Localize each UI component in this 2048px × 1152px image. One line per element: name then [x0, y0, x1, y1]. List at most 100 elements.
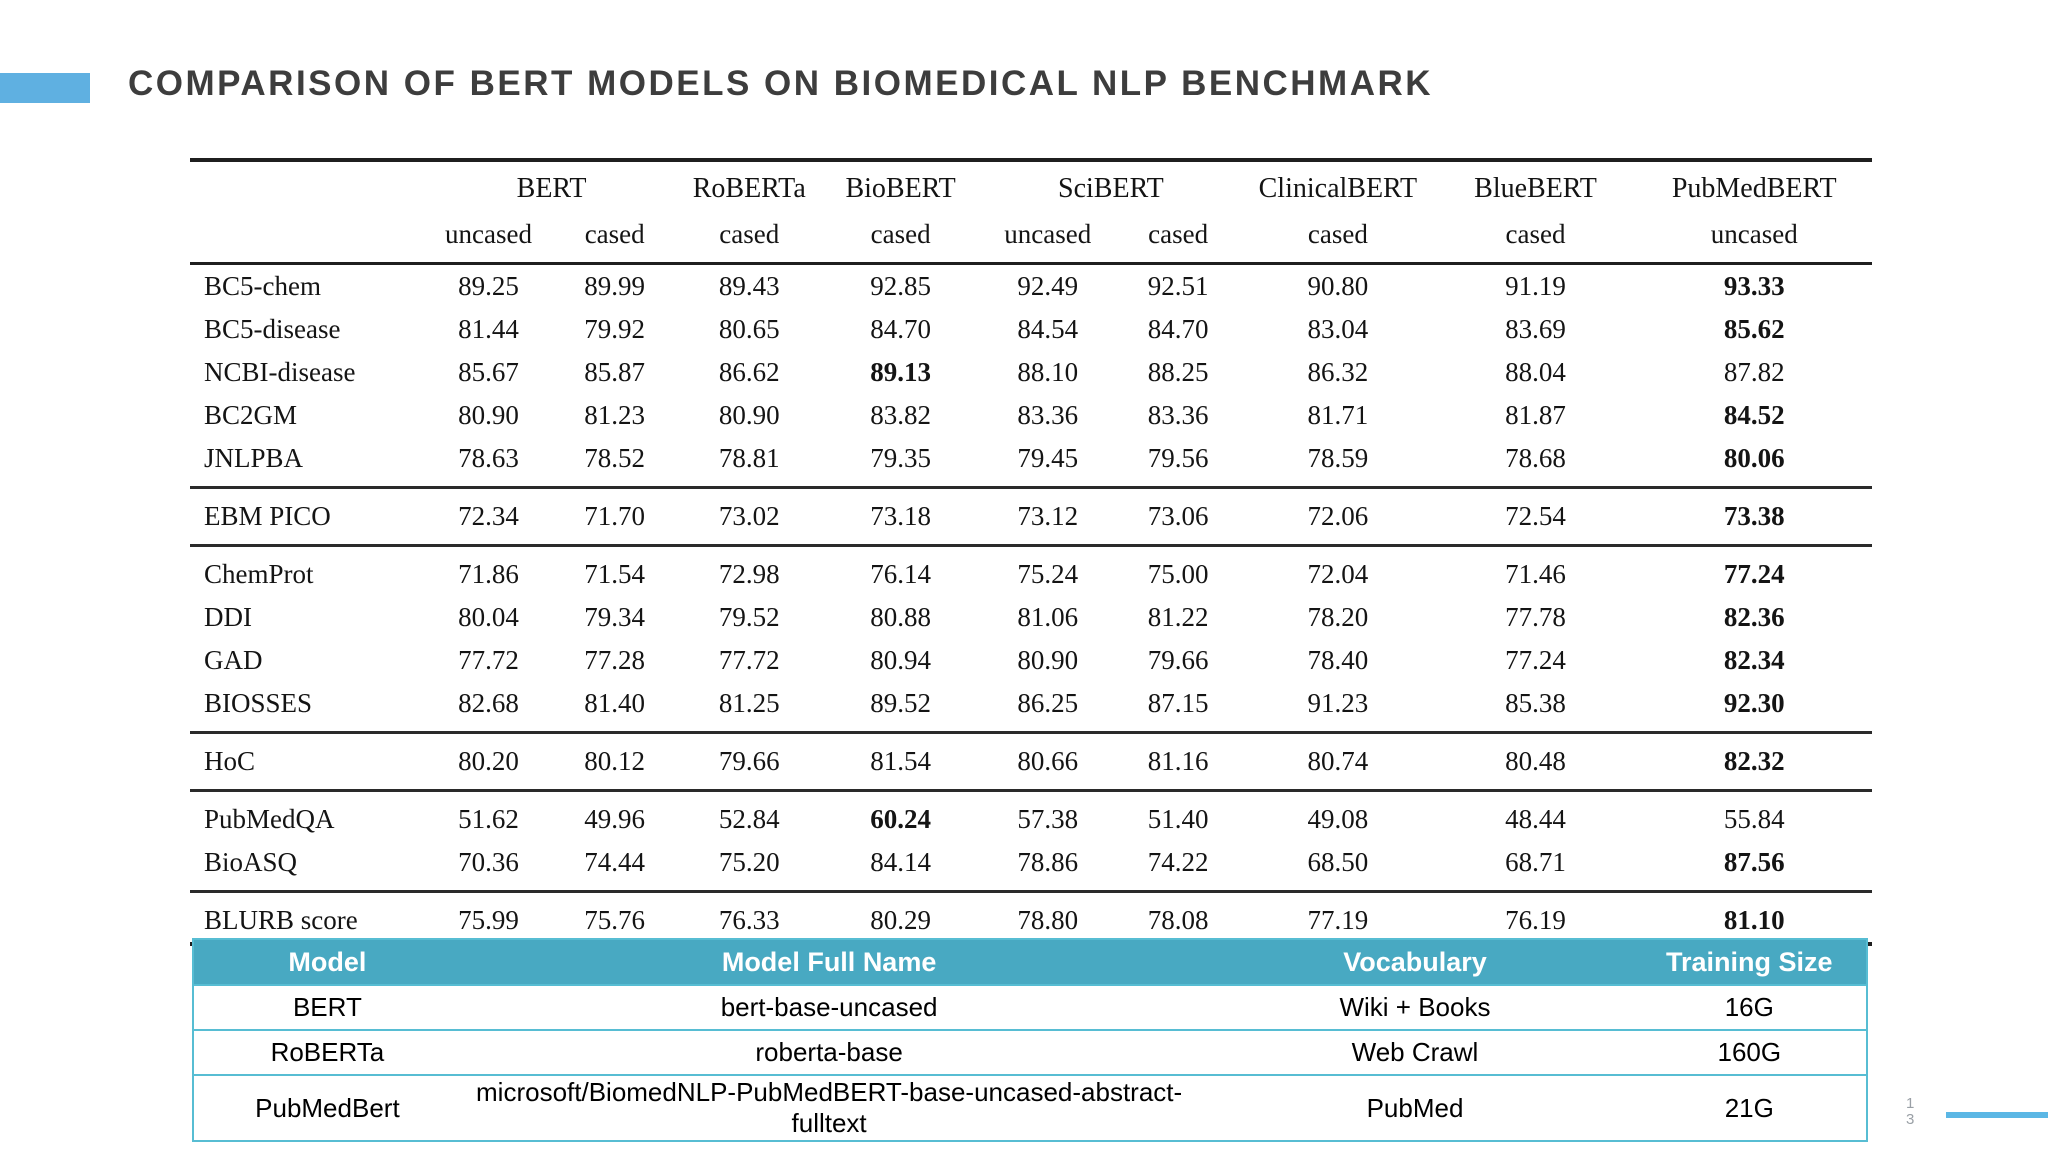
- task-label: PubMedQA: [204, 804, 335, 834]
- model-info-table-container: Model Model Full Name Vocabulary Training S…: [192, 938, 1868, 1142]
- score-cell: 91.19: [1505, 271, 1566, 301]
- score-cell: 89.99: [584, 271, 646, 301]
- benchmark-row: BioASQ 70.36 74.44 75.20 84.14 78.86 74.22 68.5…: [190, 841, 1872, 892]
- benchmark-row: BLURB score 75.99 75.76 76.33 80.29 78.80 78.0…: [190, 892, 1872, 945]
- score-cell: 72.06: [1307, 501, 1369, 531]
- score-cell: 83.82: [870, 400, 931, 430]
- score-cell: 71.70: [584, 501, 646, 531]
- score-cell: 76.19: [1505, 905, 1566, 935]
- model-group-header: RoBERTa: [692, 173, 806, 204]
- task-label: BioASQ: [204, 847, 298, 877]
- score-cell: 89.13: [870, 357, 931, 387]
- slide-title: COMPARISON OF BERT MODELS ON BIOMEDICAL …: [128, 64, 1434, 103]
- score-cell: 79.35: [870, 443, 931, 473]
- score-cell: 80.88: [870, 602, 931, 632]
- task-label: JNLPBA: [204, 443, 304, 473]
- model-info-row: PubMedBert microsoft/BiomedNLP-PubMedBERT…: [193, 1074, 1867, 1141]
- score-cell: 80.20: [458, 746, 519, 776]
- model-info-cell: 16G: [1632, 984, 1867, 1030]
- score-cell: 79.52: [718, 602, 780, 632]
- score-cell: 86.32: [1307, 357, 1369, 387]
- score-cell: 84.14: [870, 847, 931, 877]
- score-cell: 71.54: [584, 559, 646, 589]
- benchmark-row: BC2GM 80.90 81.23 80.90 83.82 83.36 83.36 81.71…: [190, 394, 1872, 437]
- benchmark-row: EBM PICO 72.34 71.70 73.02 73.18 73.12 73.06 72…: [190, 488, 1872, 546]
- task-label: GAD: [204, 645, 263, 675]
- score-cell: 73.12: [1017, 501, 1079, 531]
- score-cell: 83.04: [1307, 314, 1369, 344]
- model-group-header: BioBERT: [845, 173, 956, 204]
- task-label: BC5-chem: [204, 271, 321, 301]
- score-cell: 71.46: [1505, 559, 1566, 589]
- score-cell: 80.12: [584, 746, 646, 776]
- page-number-line-1: 1: [1906, 1095, 1915, 1112]
- benchmark-row: HoC 80.20 80.12 79.66 81.54 80.66 81.16 80.74 80…: [190, 733, 1872, 791]
- model-group-row: BERT RoBERTa BioBERT SciBERT ClinicalBERT Blu…: [190, 160, 1872, 212]
- case-variant-row: uncased cased cased cased uncased cased cased c…: [190, 212, 1872, 264]
- score-cell: 80.65: [718, 314, 780, 344]
- model-info-header: Model Full Name: [460, 939, 1198, 985]
- score-cell: 81.44: [458, 314, 519, 344]
- score-cell: 85.38: [1505, 688, 1566, 718]
- score-cell: 79.66: [718, 746, 780, 776]
- score-cell: 81.71: [1307, 400, 1369, 430]
- score-cell: 78.63: [458, 443, 519, 473]
- score-cell: 77.24: [1505, 645, 1566, 675]
- score-cell: 83.69: [1505, 314, 1566, 344]
- model-info-body: BERT bert-base-uncased Wiki + Books 16G RoBE…: [193, 984, 1867, 1141]
- benchmark-row: GAD 77.72 77.28 77.72 80.94 80.90 79.66 78.40 77…: [190, 639, 1872, 682]
- model-group-header: ClinicalBERT: [1258, 173, 1418, 204]
- score-cell: 81.06: [1017, 602, 1079, 632]
- score-cell: 68.71: [1505, 847, 1566, 877]
- score-cell: 89.43: [718, 271, 780, 301]
- benchmark-row: ChemProt 71.86 71.54 72.98 76.14 75.24 75.00 72…: [190, 546, 1872, 597]
- score-cell: 85.67: [458, 357, 519, 387]
- score-cell: 85.62: [1723, 314, 1785, 344]
- task-label: DDI: [204, 602, 252, 632]
- score-cell: 78.20: [1307, 602, 1369, 632]
- score-cell: 86.25: [1017, 688, 1079, 718]
- benchmark-row: BIOSSES 82.68 81.40 81.25 89.52 86.25 87.15 91.…: [190, 682, 1872, 733]
- score-cell: 77.19: [1307, 905, 1369, 935]
- score-cell: 84.70: [1147, 314, 1209, 344]
- score-cell: 80.90: [1017, 645, 1079, 675]
- case-variant-header: uncased: [1710, 218, 1798, 249]
- score-cell: 77.24: [1723, 559, 1785, 589]
- score-cell: 78.40: [1307, 645, 1369, 675]
- score-cell: 89.25: [458, 271, 519, 301]
- score-cell: 70.36: [458, 847, 519, 877]
- score-cell: 79.45: [1017, 443, 1079, 473]
- score-cell: 81.25: [718, 688, 780, 718]
- score-cell: 83.36: [1147, 400, 1209, 430]
- score-cell: 78.59: [1307, 443, 1369, 473]
- score-cell: 80.94: [870, 645, 931, 675]
- score-cell: 78.68: [1505, 443, 1566, 473]
- score-cell: 75.00: [1147, 559, 1209, 589]
- model-info-cell: Web Crawl: [1197, 1029, 1633, 1075]
- model-info-cell: PubMed: [1197, 1074, 1633, 1141]
- score-cell: 92.51: [1147, 271, 1209, 301]
- case-variant-header: cased: [1307, 218, 1368, 249]
- score-cell: 79.92: [584, 314, 646, 344]
- score-cell: 87.56: [1723, 847, 1785, 877]
- score-cell: 73.06: [1147, 501, 1209, 531]
- model-group-header: BlueBERT: [1474, 173, 1597, 204]
- task-label: HoC: [204, 746, 256, 776]
- score-cell: 51.62: [458, 804, 519, 834]
- score-cell: 51.40: [1147, 804, 1209, 834]
- score-cell: 68.50: [1307, 847, 1369, 877]
- score-cell: 92.30: [1723, 688, 1785, 718]
- score-cell: 87.82: [1723, 357, 1785, 387]
- model-info-row: RoBERTa roberta-base Web Crawl 160G: [193, 1029, 1867, 1075]
- task-label: BIOSSES: [204, 688, 313, 718]
- score-cell: 77.78: [1505, 602, 1566, 632]
- score-cell: 80.66: [1017, 746, 1079, 776]
- score-cell: 86.62: [718, 357, 780, 387]
- score-cell: 89.52: [870, 688, 931, 718]
- score-cell: 48.44: [1505, 804, 1566, 834]
- score-cell: 71.86: [458, 559, 519, 589]
- score-cell: 78.86: [1017, 847, 1079, 877]
- score-cell: 78.81: [718, 443, 780, 473]
- model-info-cell: RoBERTa: [193, 1029, 461, 1075]
- score-cell: 75.76: [584, 905, 646, 935]
